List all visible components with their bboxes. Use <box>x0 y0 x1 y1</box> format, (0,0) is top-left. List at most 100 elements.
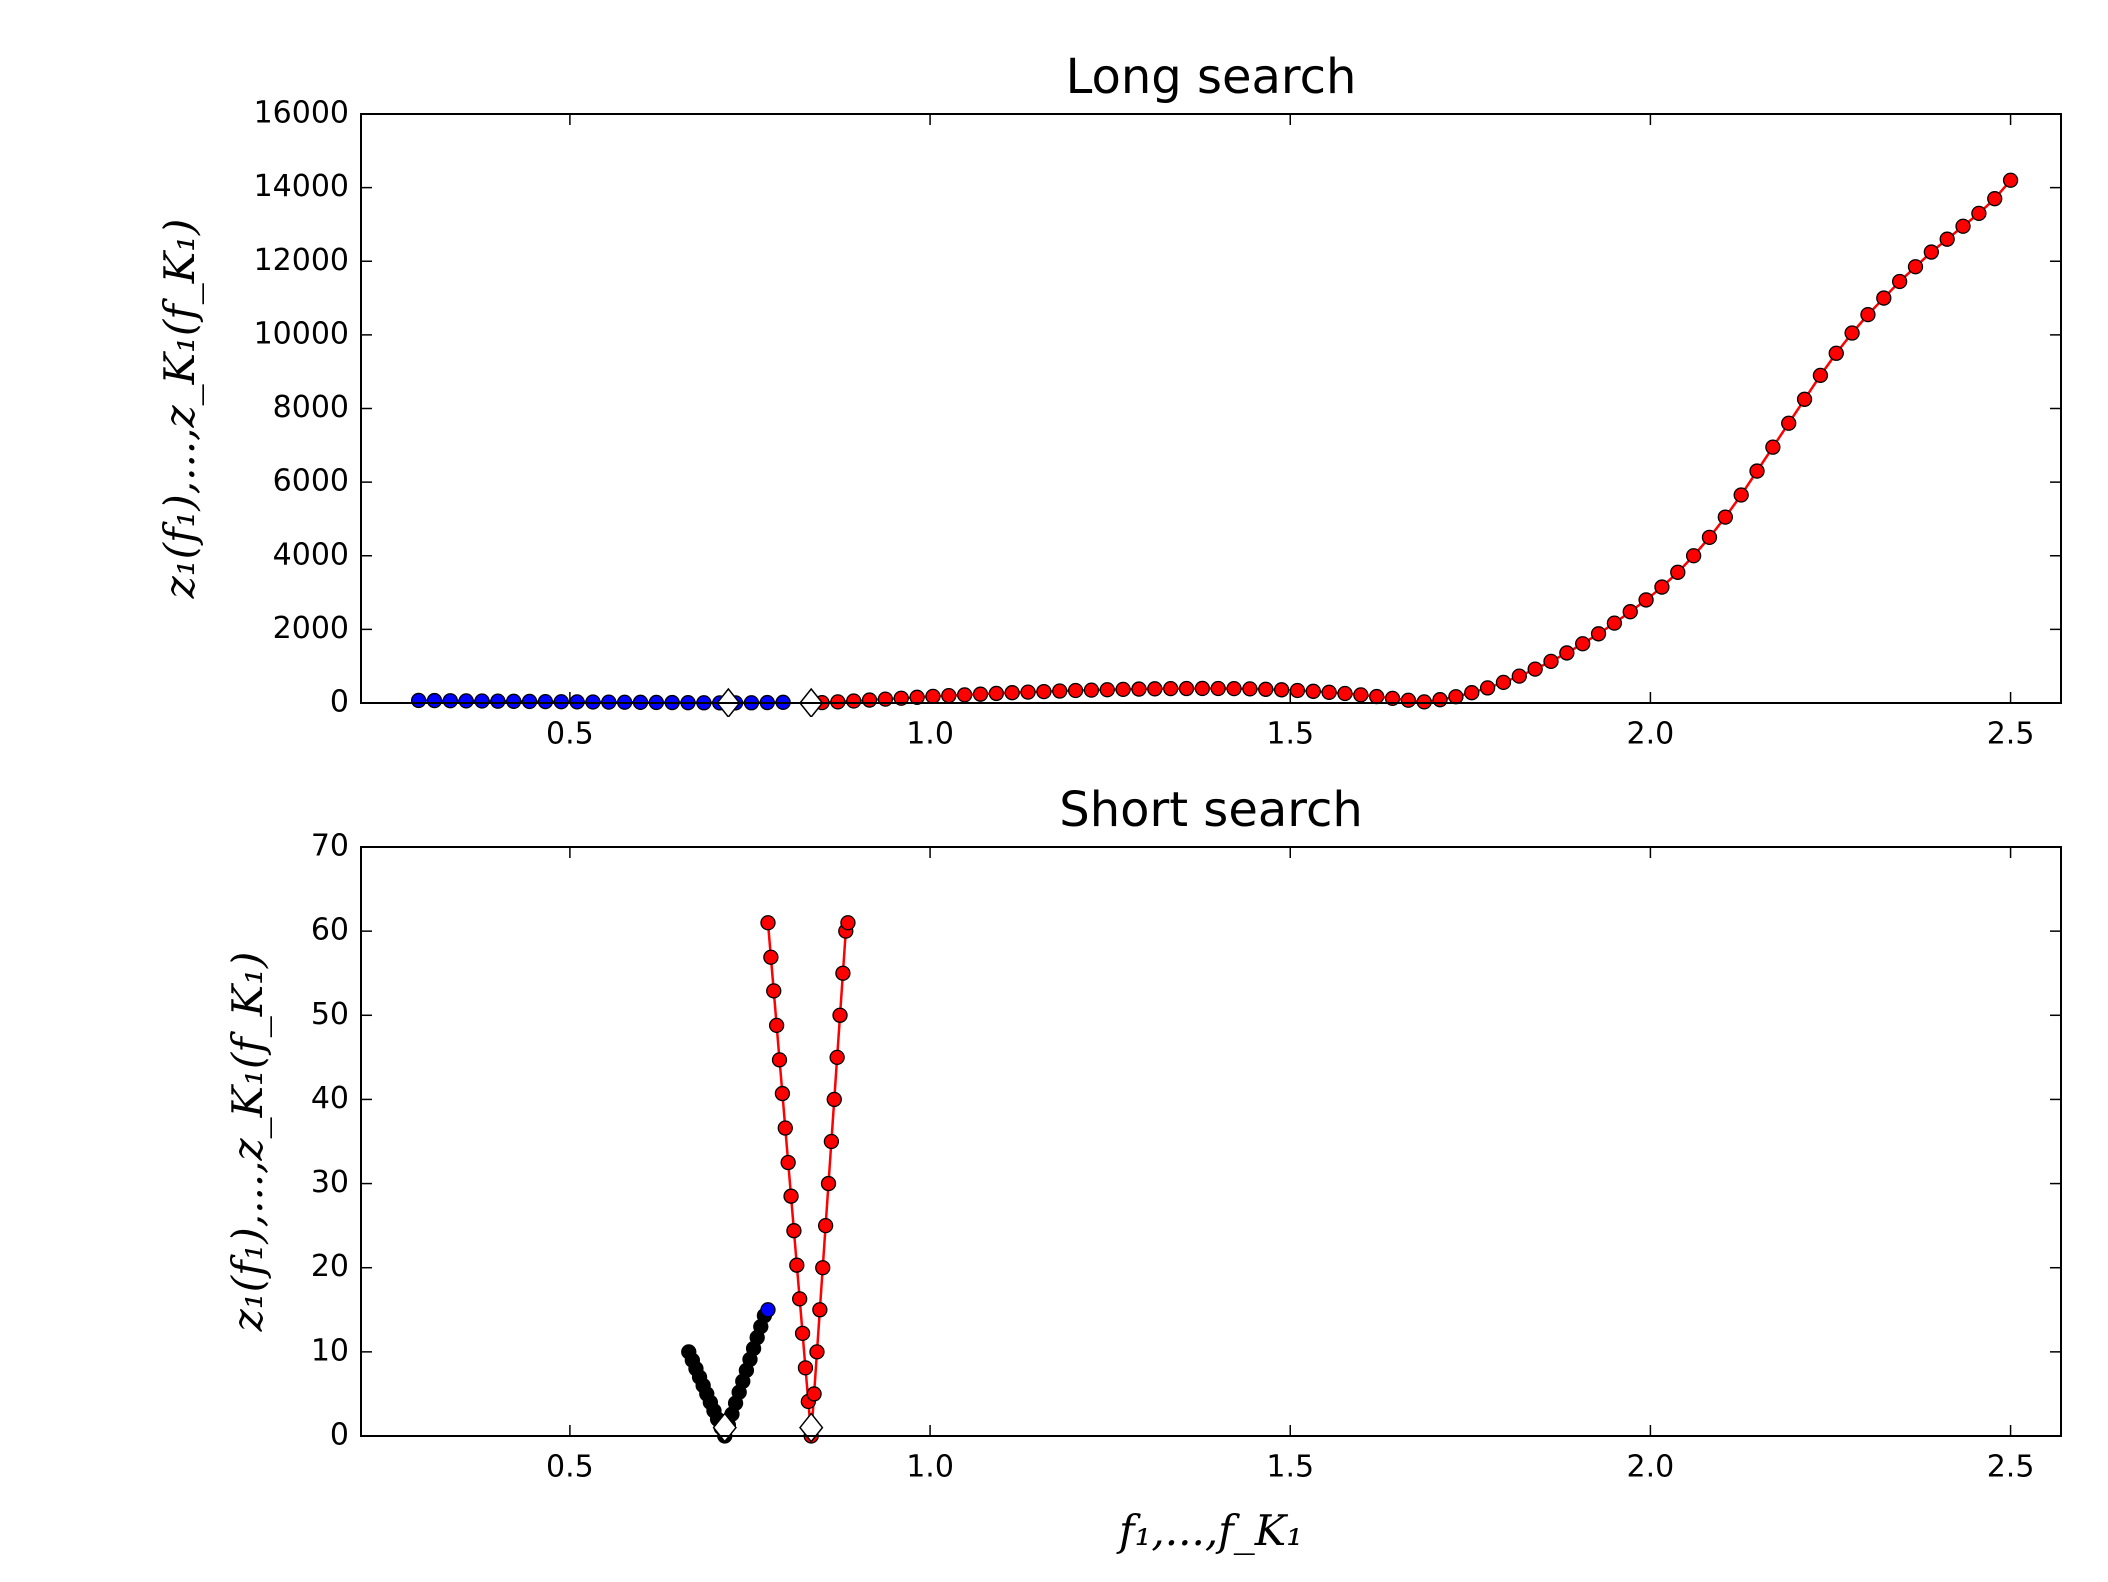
point <box>1464 685 1480 701</box>
point <box>410 692 427 709</box>
point <box>877 691 894 707</box>
point <box>1590 626 1607 642</box>
point <box>1860 306 1876 323</box>
point <box>1178 680 1195 697</box>
y-tick-label: 12000 <box>254 243 349 278</box>
point <box>809 1344 825 1360</box>
subplot: 0.5 1.0 1.5 2.0 2.5 0 10 20 30 40 50 60 70 Short sear… <box>223 782 2062 1555</box>
point <box>1987 191 2003 207</box>
y-tick-label: 16000 <box>254 96 349 131</box>
point <box>789 1257 805 1273</box>
point <box>537 693 554 710</box>
point <box>2002 172 2019 188</box>
y-tick-label: 14000 <box>254 169 349 204</box>
point <box>972 686 989 702</box>
point <box>1749 463 1765 479</box>
subplot: 0.5 1.0 1.5 2.0 2.5 0 2000 4000 6000 8000 10000 120… <box>155 49 2062 752</box>
point <box>1004 685 1020 701</box>
point <box>760 1302 776 1318</box>
point <box>829 1049 845 1066</box>
point <box>832 1007 848 1023</box>
point <box>763 949 779 965</box>
series-line <box>821 179 2012 704</box>
point <box>1638 592 1654 608</box>
y-tick-label: 0 <box>330 685 349 720</box>
point <box>1020 684 1036 700</box>
point <box>1194 680 1211 697</box>
point <box>806 1386 822 1402</box>
point <box>812 1302 828 1318</box>
point <box>1685 548 1702 564</box>
point <box>553 694 569 710</box>
point <box>1559 645 1575 661</box>
point <box>458 693 474 709</box>
point <box>1511 668 1527 684</box>
point <box>861 692 878 708</box>
point <box>1781 415 1797 431</box>
diamond-marker <box>799 1412 824 1443</box>
point <box>1479 680 1496 696</box>
point <box>1891 273 1908 290</box>
point <box>1876 290 1892 306</box>
point <box>1384 690 1401 707</box>
point <box>1543 653 1559 670</box>
x-tick-label: 2.5 <box>1987 1450 2035 1485</box>
point <box>1416 694 1432 710</box>
y-tick-label: 40 <box>311 1081 349 1116</box>
y-axis-label: z₁(f₁),...,z_K₁(f_K₁) <box>223 952 272 1333</box>
point <box>1226 680 1242 697</box>
point <box>1495 674 1512 691</box>
point <box>815 1260 831 1276</box>
point <box>1099 682 1115 698</box>
point <box>909 689 925 705</box>
point <box>442 693 458 709</box>
point <box>835 965 851 981</box>
point <box>1163 680 1179 697</box>
chart-title: Short search <box>1059 782 1363 838</box>
point <box>1242 681 1258 697</box>
x-tick-label: 0.5 <box>546 717 594 752</box>
point <box>826 1091 842 1108</box>
point <box>1670 564 1686 580</box>
point <box>846 693 862 709</box>
y-tick-label: 10000 <box>254 316 349 351</box>
diamond-marker <box>712 1412 737 1443</box>
y-tick-label: 60 <box>311 913 349 948</box>
y-tick-label: 2000 <box>273 611 349 646</box>
point <box>1083 682 1100 698</box>
point <box>1321 684 1337 700</box>
point <box>426 692 443 709</box>
y-tick-label: 20 <box>311 1249 349 1284</box>
point <box>521 693 538 710</box>
plot-area <box>361 847 2061 1436</box>
point <box>1067 682 1084 699</box>
point <box>792 1291 808 1307</box>
point <box>925 688 941 705</box>
point <box>1654 579 1670 595</box>
y-tick-label: 6000 <box>273 464 349 499</box>
point <box>780 1154 796 1171</box>
point <box>820 1175 837 1192</box>
y-tick-label: 0 <box>330 1418 349 1453</box>
x-axis-label: f₁,...,f_K₁ <box>1116 1506 1303 1555</box>
y-tick-label: 10 <box>311 1333 349 1368</box>
point <box>1448 689 1464 705</box>
point <box>474 693 490 709</box>
point <box>490 693 506 709</box>
point <box>1796 391 1813 407</box>
point <box>506 693 522 709</box>
point <box>941 687 957 704</box>
point <box>1622 604 1638 620</box>
x-tick-label: 1.0 <box>906 717 954 752</box>
point <box>783 1188 799 1204</box>
point <box>766 983 782 999</box>
y-tick-label: 30 <box>311 1165 349 1200</box>
point <box>1305 683 1321 699</box>
point <box>956 687 973 703</box>
x-tick-label: 2.5 <box>1987 717 2035 752</box>
point <box>1828 345 1844 361</box>
point <box>1353 687 1369 703</box>
series-group <box>681 915 856 1444</box>
point <box>893 690 909 706</box>
